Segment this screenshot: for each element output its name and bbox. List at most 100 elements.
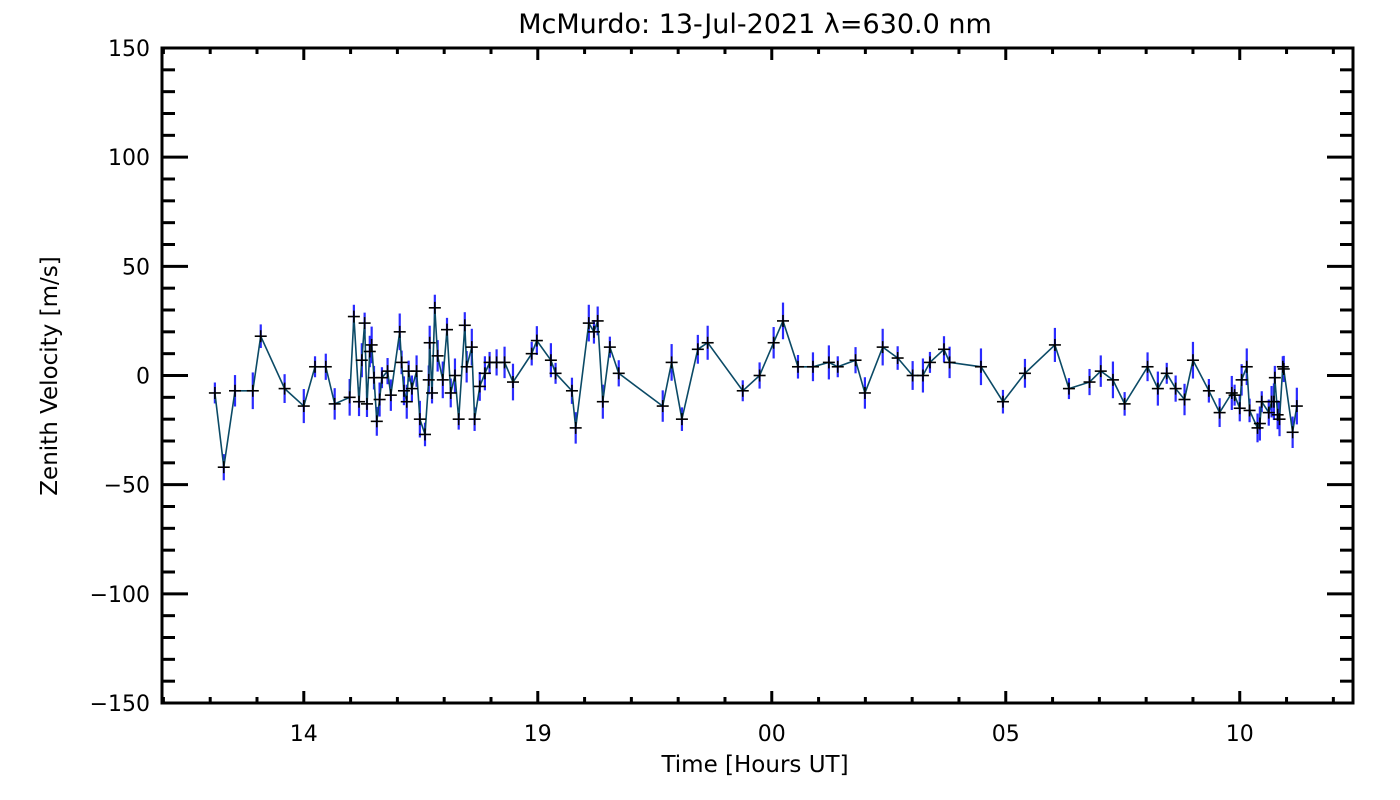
data-point [360,397,373,410]
data-point [1233,402,1246,415]
data-point [355,354,368,367]
data-point [530,334,543,347]
data-point [309,360,322,373]
data-point [1240,360,1253,373]
data-markers [208,301,1303,474]
data-point [569,421,582,434]
data-point [246,384,259,397]
data-point [822,356,835,369]
series-line [214,307,1298,468]
data-point [1178,393,1191,406]
data-point [393,325,406,338]
data-point [397,384,410,397]
y-tick-label: −150 [90,692,150,717]
data-point [1083,376,1096,389]
data-point [229,384,242,397]
data-point [1018,367,1031,380]
data-point [591,314,604,327]
data-point [1276,360,1289,373]
y-tick-label: −50 [104,474,150,499]
y-tick-label: 100 [108,146,150,171]
data-point [254,330,267,343]
data-point [423,336,436,349]
data-point [460,360,473,373]
data-point [1141,360,1154,373]
data-point [596,395,609,408]
data-point [691,343,704,356]
data-point [431,349,444,362]
data-point [217,461,230,474]
data-point [405,382,418,395]
x-tick-label: 19 [524,722,552,747]
y-tick-label: 50 [122,255,150,280]
data-point [506,376,519,389]
data-point [358,317,371,330]
data-point [436,373,449,386]
data-point [370,415,383,428]
data-point [465,341,478,354]
data-point [440,323,453,336]
data-point [1277,362,1290,375]
y-tick-label: 0 [136,365,150,390]
data-point [1160,367,1173,380]
data-point [544,354,557,367]
data-point [444,386,457,399]
data-point [375,371,388,384]
data-point [1262,406,1275,419]
data-point [208,386,221,399]
chart-title: McMurdo: 13-Jul-2021 λ=630.0 nm [518,9,992,40]
data-point [767,336,780,349]
data-point [419,428,432,441]
data-point [422,373,435,386]
data-point [943,356,956,369]
data-point [1253,417,1266,430]
data-point [1235,373,1248,386]
data-point [413,413,426,426]
data-point [1273,413,1286,426]
x-tick-label: 14 [290,722,318,747]
data-point [381,365,394,378]
data-point [565,384,578,397]
data-point [1286,426,1299,439]
data-point [278,382,291,395]
data-point [384,389,397,402]
x-tick-label: 05 [992,722,1020,747]
data-point [426,386,439,399]
data-point [549,367,562,380]
data-point [891,352,904,365]
x-tick-label: 00 [758,722,786,747]
data-point [612,367,625,380]
data-point [297,400,310,413]
data-point [906,369,919,382]
data-point [1118,397,1131,410]
data-point [1062,382,1075,395]
data-point [996,395,1009,408]
x-axis-label: Time [Hours UT] [660,752,848,778]
data-point [347,310,360,323]
data-point [1290,400,1303,413]
x-tick-label: 10 [1226,722,1254,747]
data-point [452,413,465,426]
axis-ticks [161,46,1353,705]
data-point [448,369,461,382]
data-point [365,338,378,351]
data-point [916,369,929,382]
data-point [1243,404,1256,417]
data-point [458,319,471,332]
data-point [1202,384,1215,397]
data-point [478,367,491,380]
data-point [363,345,376,358]
data-point [701,336,714,349]
data-point [328,397,341,410]
data-point [428,301,441,314]
data-point [1225,386,1238,399]
y-axis-label: Zenith Velocity [m/s] [37,256,63,495]
data-point [974,360,987,373]
data-point [395,356,408,369]
data-point [343,391,356,404]
data-point [1169,382,1182,395]
data-point [525,347,538,360]
data-point [656,400,669,413]
tick-labels: 14 19 00 05 10 150 100 50 0 −50 −100 −150 [90,37,1254,747]
